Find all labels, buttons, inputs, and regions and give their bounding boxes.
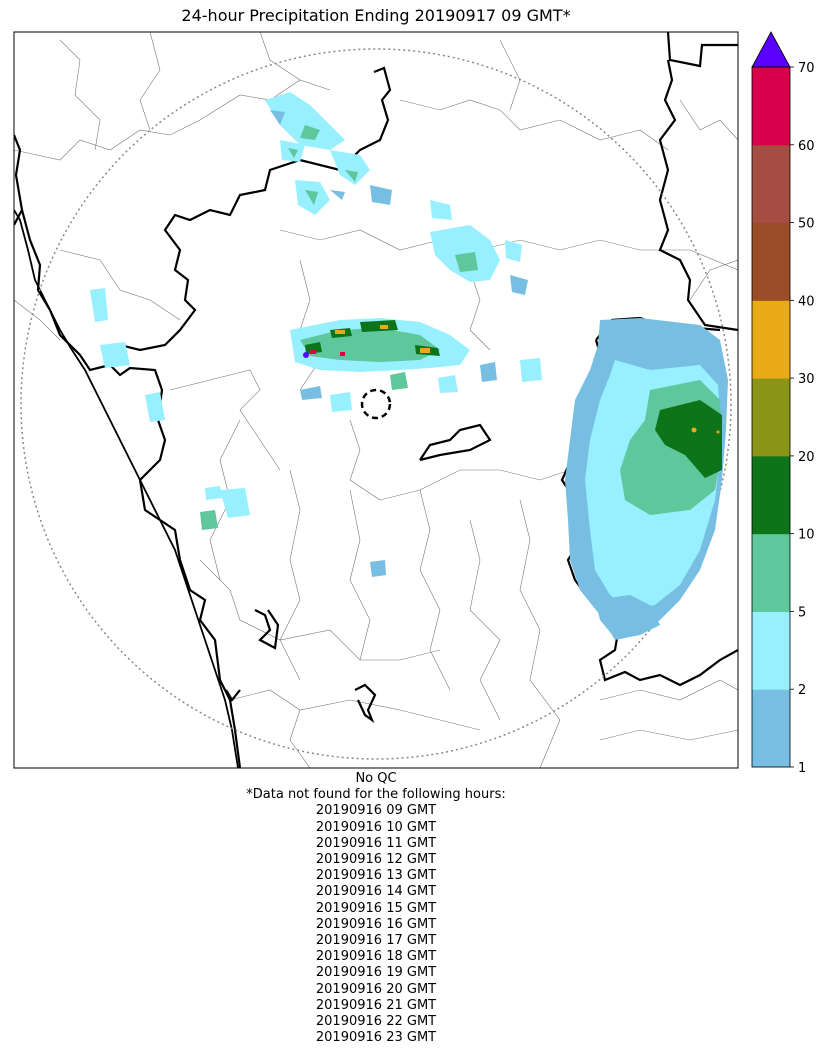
colorbar-extend-arrow [751,31,791,68]
colorbar-tick-label: 40 [798,294,815,309]
missing-hours-heading: *Data not found for the following hours: [246,787,506,803]
missing-hour: 20190916 10 GMT [315,819,437,835]
colorbar-ticks: 1 2 5 10 20 30 40 50 60 70 [790,61,815,776]
district-boundaries [14,32,738,768]
missing-hour: 20190916 14 GMT [315,884,437,900]
colorbar-bin [752,144,790,224]
missing-hour: 20190916 18 GMT [315,949,437,965]
missing-hour: 20190916 17 GMT [315,933,437,949]
radar-range-ring [20,48,732,760]
colorbar-bins [752,67,790,768]
colorbar-tick-label: 30 [798,372,815,387]
precipitation-field-north [90,92,528,577]
missing-hour: 20190916 09 GMT [315,803,437,819]
missing-hour: 20190916 11 GMT [315,835,437,851]
precipitation-field-east [565,318,728,640]
missing-hour: 20190916 16 GMT [315,916,437,932]
colorbar-tick-label: 10 [798,528,815,543]
missing-data-note: No QC *Data not found for the following … [0,771,752,1046]
colorbar-bin [752,222,790,301]
missing-hour: 20190916 19 GMT [315,965,437,981]
colorbar-tick-label: 2 [798,683,806,698]
colorbar-tick-label: 20 [798,450,815,465]
colorbar-bin [752,611,790,690]
map-frame [13,31,739,769]
coastline [14,209,239,768]
missing-hour: 20190916 22 GMT [315,1014,437,1030]
missing-hour: 20190916 21 GMT [315,997,437,1013]
colorbar-bin [752,67,790,146]
missing-hour: 20190916 20 GMT [315,981,437,997]
colorbar-tick-label: 5 [798,605,806,620]
missing-hour: 20190916 23 GMT [315,1030,437,1046]
colorbar-bin [752,300,790,379]
colorbar-outline [751,66,791,768]
map-title: 24-hour Precipitation Ending 20190917 09… [181,6,571,25]
colorbar-tick-label: 50 [798,217,815,232]
missing-hour: 20190916 13 GMT [315,868,437,884]
colorbar-bin [752,378,790,457]
colorbar-bin [752,533,790,612]
missing-hour: 20190916 12 GMT [315,852,437,868]
qc-note: No QC [355,771,397,786]
colorbar-bin [752,689,790,768]
colorbar-tick-label: 60 [798,139,815,154]
colorbar-bin [752,455,790,535]
missing-hour: 20190916 15 GMT [315,900,437,916]
precipitation-field-central [290,318,542,412]
colorbar-tick-label: 70 [798,61,815,76]
radar-site-marker [360,388,392,420]
colorbar-tick-label: 1 [798,761,806,776]
